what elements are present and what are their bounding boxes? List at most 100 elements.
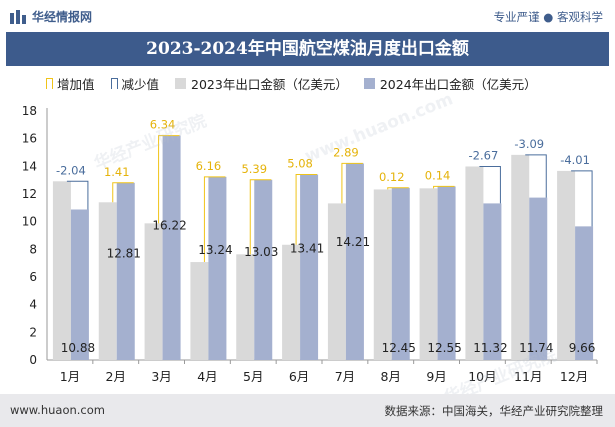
chart-title: 2023-2024年中国航空煤油月度出口金额 — [146, 39, 469, 59]
site-logo[interactable]: 华经情报网 — [10, 8, 92, 25]
top-bar: 华经情报网 专业严谨 ● 客观科学 — [0, 0, 615, 32]
bar-2023 — [419, 188, 438, 360]
x-tick-label: 8月 — [381, 369, 401, 384]
change-bracket — [387, 187, 409, 190]
bar-2024 — [483, 203, 502, 360]
bar-2023 — [327, 203, 346, 360]
x-tick-label: 3月 — [151, 369, 171, 384]
bar-2023 — [373, 189, 392, 360]
bar-2024 — [575, 226, 594, 360]
legend-decrease-swatch — [110, 78, 118, 89]
x-tick-label: 2月 — [106, 369, 126, 384]
x-tick-label: 10月 — [468, 369, 496, 384]
value-label-2024: 16.22 — [152, 218, 186, 232]
logo-bars-icon — [10, 9, 26, 24]
change-label: -3.09 — [514, 137, 544, 151]
value-label-2024: 12.45 — [382, 341, 416, 355]
x-tick-label: 5月 — [243, 369, 263, 384]
bar-2023 — [52, 181, 71, 360]
bar-2023 — [190, 262, 209, 360]
legend-2023-swatch — [175, 78, 187, 89]
footer-url[interactable]: www.huaon.com — [10, 403, 105, 417]
bar-2024 — [437, 186, 456, 360]
bar-2023 — [144, 223, 163, 360]
legend-item-increase: 增加值 — [46, 74, 95, 93]
change-label: -2.04 — [56, 163, 86, 177]
chart-legend: 增加值 减少值 2023年出口金额（亿美元） 2024年出口金额（亿美元） — [46, 74, 553, 93]
legend-item-2024: 2024年出口金额（亿美元） — [363, 74, 537, 93]
bar-2023 — [236, 254, 255, 360]
change-bracket — [341, 162, 363, 204]
legend-2024-label: 2024年出口金额（亿美元） — [379, 77, 537, 92]
value-label-2024: 11.32 — [473, 341, 507, 355]
legend-increase-swatch — [46, 78, 53, 89]
x-tick-label: 12月 — [560, 369, 588, 384]
x-tick-label: 7月 — [335, 369, 355, 384]
bar-chart: 0 2 4 6 8 10 12 14 16 18 -2.04 10.88 1月 1.41 12.81 2月 6.… — [22, 104, 598, 384]
legend-2024-swatch — [363, 78, 375, 89]
change-bracket — [433, 185, 455, 189]
bar-2024 — [529, 197, 548, 360]
bar-2023 — [282, 244, 301, 360]
change-bracket — [158, 135, 180, 224]
value-label-2024: 12.55 — [427, 341, 461, 355]
y-tick-label: 12 — [22, 187, 37, 201]
bar-2024 — [208, 176, 227, 360]
bar-2024 — [70, 209, 89, 360]
bar-2023 — [557, 170, 576, 360]
legend-item-2023: 2023年出口金额（亿美元） — [175, 74, 348, 93]
y-tick-label: 0 — [29, 353, 37, 367]
bar-2023 — [98, 202, 117, 360]
footer: www.huaon.com 数据来源：中国海关，华经产业研究院整理 — [0, 394, 615, 427]
change-label: 0.12 — [379, 170, 405, 184]
y-tick-label: 4 — [29, 298, 37, 312]
change-label: 6.34 — [150, 118, 176, 132]
bar-2024 — [254, 179, 273, 360]
site-name: 华经情报网 — [32, 10, 93, 24]
value-label-2024: 13.24 — [198, 243, 232, 257]
change-label: 0.14 — [425, 168, 451, 182]
change-label: 1.41 — [104, 165, 130, 179]
change-bracket — [525, 154, 547, 198]
x-tick-label: 4月 — [197, 369, 217, 384]
value-label-2024: 12.81 — [107, 247, 141, 261]
x-tick-label: 6月 — [289, 369, 309, 384]
value-label-2024: 10.88 — [61, 341, 95, 355]
bar-2023 — [465, 166, 484, 360]
change-bracket — [571, 170, 593, 227]
change-label: 6.16 — [196, 159, 222, 173]
y-tick-label: 10 — [22, 215, 37, 229]
legend-decrease-label: 减少值 — [121, 77, 160, 92]
bar-2023 — [511, 154, 530, 360]
value-label-2024: 9.66 — [569, 341, 596, 355]
x-tick-label: 1月 — [60, 369, 80, 384]
legend-2023-label: 2023年出口金额（亿美元） — [191, 77, 348, 92]
bar-2024 — [300, 174, 319, 360]
legend-increase-label: 增加值 — [57, 77, 95, 92]
y-tick-label: 8 — [29, 242, 37, 256]
x-tick-label: 11月 — [514, 369, 542, 384]
legend-item-decrease: 减少值 — [110, 74, 160, 93]
change-label: -4.01 — [560, 153, 590, 167]
bar-2024 — [391, 187, 410, 360]
y-tick-label: 18 — [22, 104, 37, 118]
title-bar: 2023-2024年中国航空煤油月度出口金额 — [6, 32, 609, 66]
change-label: -2.67 — [469, 148, 499, 162]
bar-2024 — [116, 182, 135, 360]
change-bracket — [249, 179, 272, 255]
bar-2024 — [162, 135, 181, 360]
change-bracket — [479, 165, 501, 204]
y-tick-label: 2 — [29, 325, 37, 339]
change-label: 5.08 — [287, 156, 313, 170]
change-label: 5.39 — [241, 162, 267, 176]
change-bracket — [203, 176, 226, 263]
footer-source: 数据来源：中国海关，华经产业研究院整理 — [384, 404, 604, 418]
change-bracket — [295, 173, 318, 245]
change-label: 2.89 — [333, 145, 359, 159]
change-bracket — [112, 182, 134, 203]
y-tick-label: 6 — [29, 270, 37, 284]
y-tick-label: 14 — [22, 159, 37, 173]
value-label-2024: 11.74 — [519, 341, 553, 355]
tagline: 专业严谨 ● 客观科学 — [493, 10, 603, 24]
x-tick-label: 9月 — [426, 369, 446, 384]
